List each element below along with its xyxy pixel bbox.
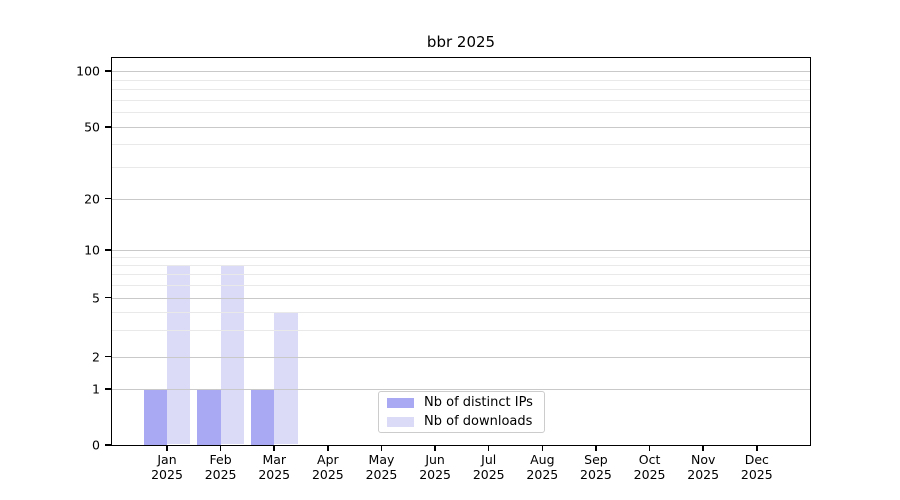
x-tick-mark-jul bbox=[487, 446, 490, 451]
legend: Nb of distinct IPs Nb of downloads bbox=[378, 391, 545, 433]
x-tick-month-jan: Jan bbox=[157, 452, 177, 467]
minor-gridline-40 bbox=[112, 144, 810, 146]
bar-downloads-mar bbox=[274, 311, 298, 445]
bar-distinct-ips-jan bbox=[143, 389, 167, 445]
bar-downloads-feb bbox=[220, 265, 244, 445]
x-tick-label-oct: Oct 2025 bbox=[620, 452, 680, 482]
x-tick-mark-aug bbox=[541, 446, 544, 451]
y-tick-label-10: 10 bbox=[84, 242, 100, 258]
x-tick-mark-jan bbox=[166, 446, 168, 451]
x-tick-mark-sep bbox=[595, 446, 597, 451]
legend-row-downloads: Nb of downloads bbox=[379, 414, 544, 429]
legend-swatch-downloads bbox=[387, 416, 414, 427]
x-tick-year-jan: 2025 bbox=[151, 467, 183, 482]
x-tick-month-mar: Mar bbox=[262, 452, 287, 467]
x-tick-year-mar: 2025 bbox=[258, 467, 291, 482]
bar-downloads-jan bbox=[167, 265, 191, 445]
x-tick-month-dec: Dec bbox=[744, 452, 769, 467]
y-tick-label-50: 50 bbox=[84, 119, 100, 135]
y-tick-mark-2 bbox=[105, 355, 111, 358]
x-tick-year-dec: 2025 bbox=[740, 467, 773, 482]
x-tick-mark-mar bbox=[273, 446, 275, 451]
y-tick-mark-10 bbox=[105, 249, 111, 251]
x-tick-label-apr: Apr 2025 bbox=[298, 452, 358, 482]
x-tick-year-may: 2025 bbox=[365, 467, 398, 482]
x-tick-mark-feb bbox=[219, 446, 222, 451]
x-tick-year-oct: 2025 bbox=[633, 467, 666, 482]
y-tick-mark-5 bbox=[105, 296, 111, 299]
bar-distinct-ips-mar bbox=[250, 389, 275, 445]
minor-gridline-6 bbox=[112, 285, 810, 286]
major-gridline-2 bbox=[112, 356, 810, 358]
x-tick-month-aug: Aug bbox=[530, 452, 555, 467]
x-tick-label-dec: Dec 2025 bbox=[727, 452, 787, 482]
y-tick-label-20: 20 bbox=[84, 191, 100, 206]
x-tick-month-apr: Apr bbox=[317, 452, 339, 467]
legend-label-downloads: Nb of downloads bbox=[424, 414, 533, 429]
minor-gridline-8 bbox=[112, 265, 810, 267]
minor-gridline-90 bbox=[112, 79, 810, 81]
x-tick-year-aug: 2025 bbox=[526, 467, 559, 482]
x-tick-month-jul: Jul bbox=[481, 452, 497, 467]
x-tick-label-mar: Mar 2025 bbox=[244, 452, 304, 482]
y-tick-label-100: 100 bbox=[76, 63, 100, 79]
x-tick-label-sep: Sep 2025 bbox=[566, 452, 626, 482]
x-tick-mark-may bbox=[380, 446, 383, 451]
x-tick-year-jun: 2025 bbox=[419, 467, 451, 482]
minor-gridline-30 bbox=[112, 166, 810, 168]
minor-gridline-7 bbox=[112, 274, 810, 276]
x-tick-month-nov: Nov bbox=[690, 452, 716, 467]
x-tick-mark-dec bbox=[756, 446, 758, 451]
x-tick-label-feb: Feb 2025 bbox=[191, 452, 251, 482]
x-tick-label-jul: Jul 2025 bbox=[459, 452, 519, 482]
plot-area bbox=[111, 57, 811, 446]
legend-swatch-distinct-ips bbox=[387, 397, 414, 408]
x-tick-label-nov: Nov 2025 bbox=[673, 452, 733, 482]
legend-label-distinct-ips: Nb of distinct IPs bbox=[424, 395, 533, 410]
y-tick-label-5: 5 bbox=[92, 290, 100, 305]
major-gridline-5 bbox=[112, 297, 810, 299]
major-gridline-50 bbox=[112, 127, 810, 128]
minor-gridline-60 bbox=[112, 112, 810, 114]
y-tick-mark-100 bbox=[105, 70, 111, 72]
major-gridline-20 bbox=[112, 198, 810, 200]
minor-gridline-9 bbox=[112, 257, 810, 259]
y-tick-label-1: 1 bbox=[92, 381, 100, 397]
x-tick-label-may: May 2025 bbox=[351, 452, 411, 482]
major-gridline-100 bbox=[112, 71, 810, 72]
minor-gridline-70 bbox=[112, 99, 810, 101]
x-tick-year-jul: 2025 bbox=[472, 467, 505, 482]
legend-row-distinct-ips: Nb of distinct IPs bbox=[379, 395, 544, 410]
x-tick-year-feb: 2025 bbox=[204, 467, 237, 482]
y-tick-label-0: 0 bbox=[92, 437, 100, 453]
y-tick-mark-20 bbox=[105, 197, 111, 200]
x-tick-mark-oct bbox=[648, 446, 651, 451]
x-tick-year-nov: 2025 bbox=[687, 467, 720, 482]
x-tick-year-sep: 2025 bbox=[580, 467, 612, 482]
y-tick-mark-1 bbox=[105, 388, 111, 390]
x-tick-label-jan: Jan 2025 bbox=[137, 452, 197, 482]
y-tick-label-2: 2 bbox=[92, 349, 100, 364]
major-gridline-1 bbox=[112, 389, 810, 390]
major-gridline-10 bbox=[112, 250, 810, 251]
x-tick-mark-jun bbox=[434, 446, 436, 451]
chart-title: bbr 2025 bbox=[426, 33, 496, 51]
x-tick-month-may: May bbox=[368, 452, 395, 467]
bar-distinct-ips-feb bbox=[197, 389, 221, 445]
minor-gridline-3 bbox=[112, 330, 810, 332]
x-tick-mark-nov bbox=[702, 446, 704, 451]
x-tick-month-jun: Jun bbox=[425, 452, 445, 467]
y-tick-mark-50 bbox=[105, 126, 111, 128]
minor-gridline-4 bbox=[112, 311, 810, 313]
x-tick-label-jun: Jun 2025 bbox=[405, 452, 465, 482]
x-tick-label-aug: Aug 2025 bbox=[512, 452, 572, 482]
minor-gridline-80 bbox=[112, 89, 810, 91]
x-tick-month-sep: Sep bbox=[584, 452, 608, 467]
x-tick-mark-apr bbox=[327, 446, 329, 451]
x-tick-year-apr: 2025 bbox=[311, 467, 344, 482]
x-tick-month-feb: Feb bbox=[209, 452, 232, 467]
x-tick-month-oct: Oct bbox=[638, 452, 661, 467]
y-tick-mark-0 bbox=[105, 444, 111, 446]
